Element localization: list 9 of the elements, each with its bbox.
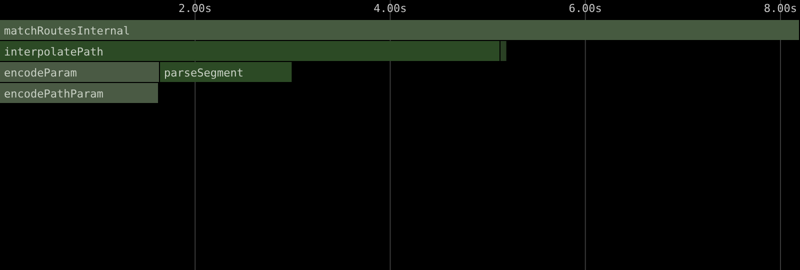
x-tick-label: 6.00s bbox=[568, 2, 602, 15]
series-label: parseSegment bbox=[164, 66, 244, 80]
series-label: encodePathParam bbox=[4, 88, 104, 100]
series-label: interpolatePath bbox=[4, 46, 104, 58]
series-label: matchRoutesInternal bbox=[4, 24, 130, 38]
series-label: encodeParam bbox=[4, 66, 78, 80]
x-tick-label: 4.00s bbox=[374, 2, 407, 15]
x-tick-label: 8.00s bbox=[764, 2, 798, 15]
x-tick-label: 2.00s bbox=[178, 2, 212, 15]
